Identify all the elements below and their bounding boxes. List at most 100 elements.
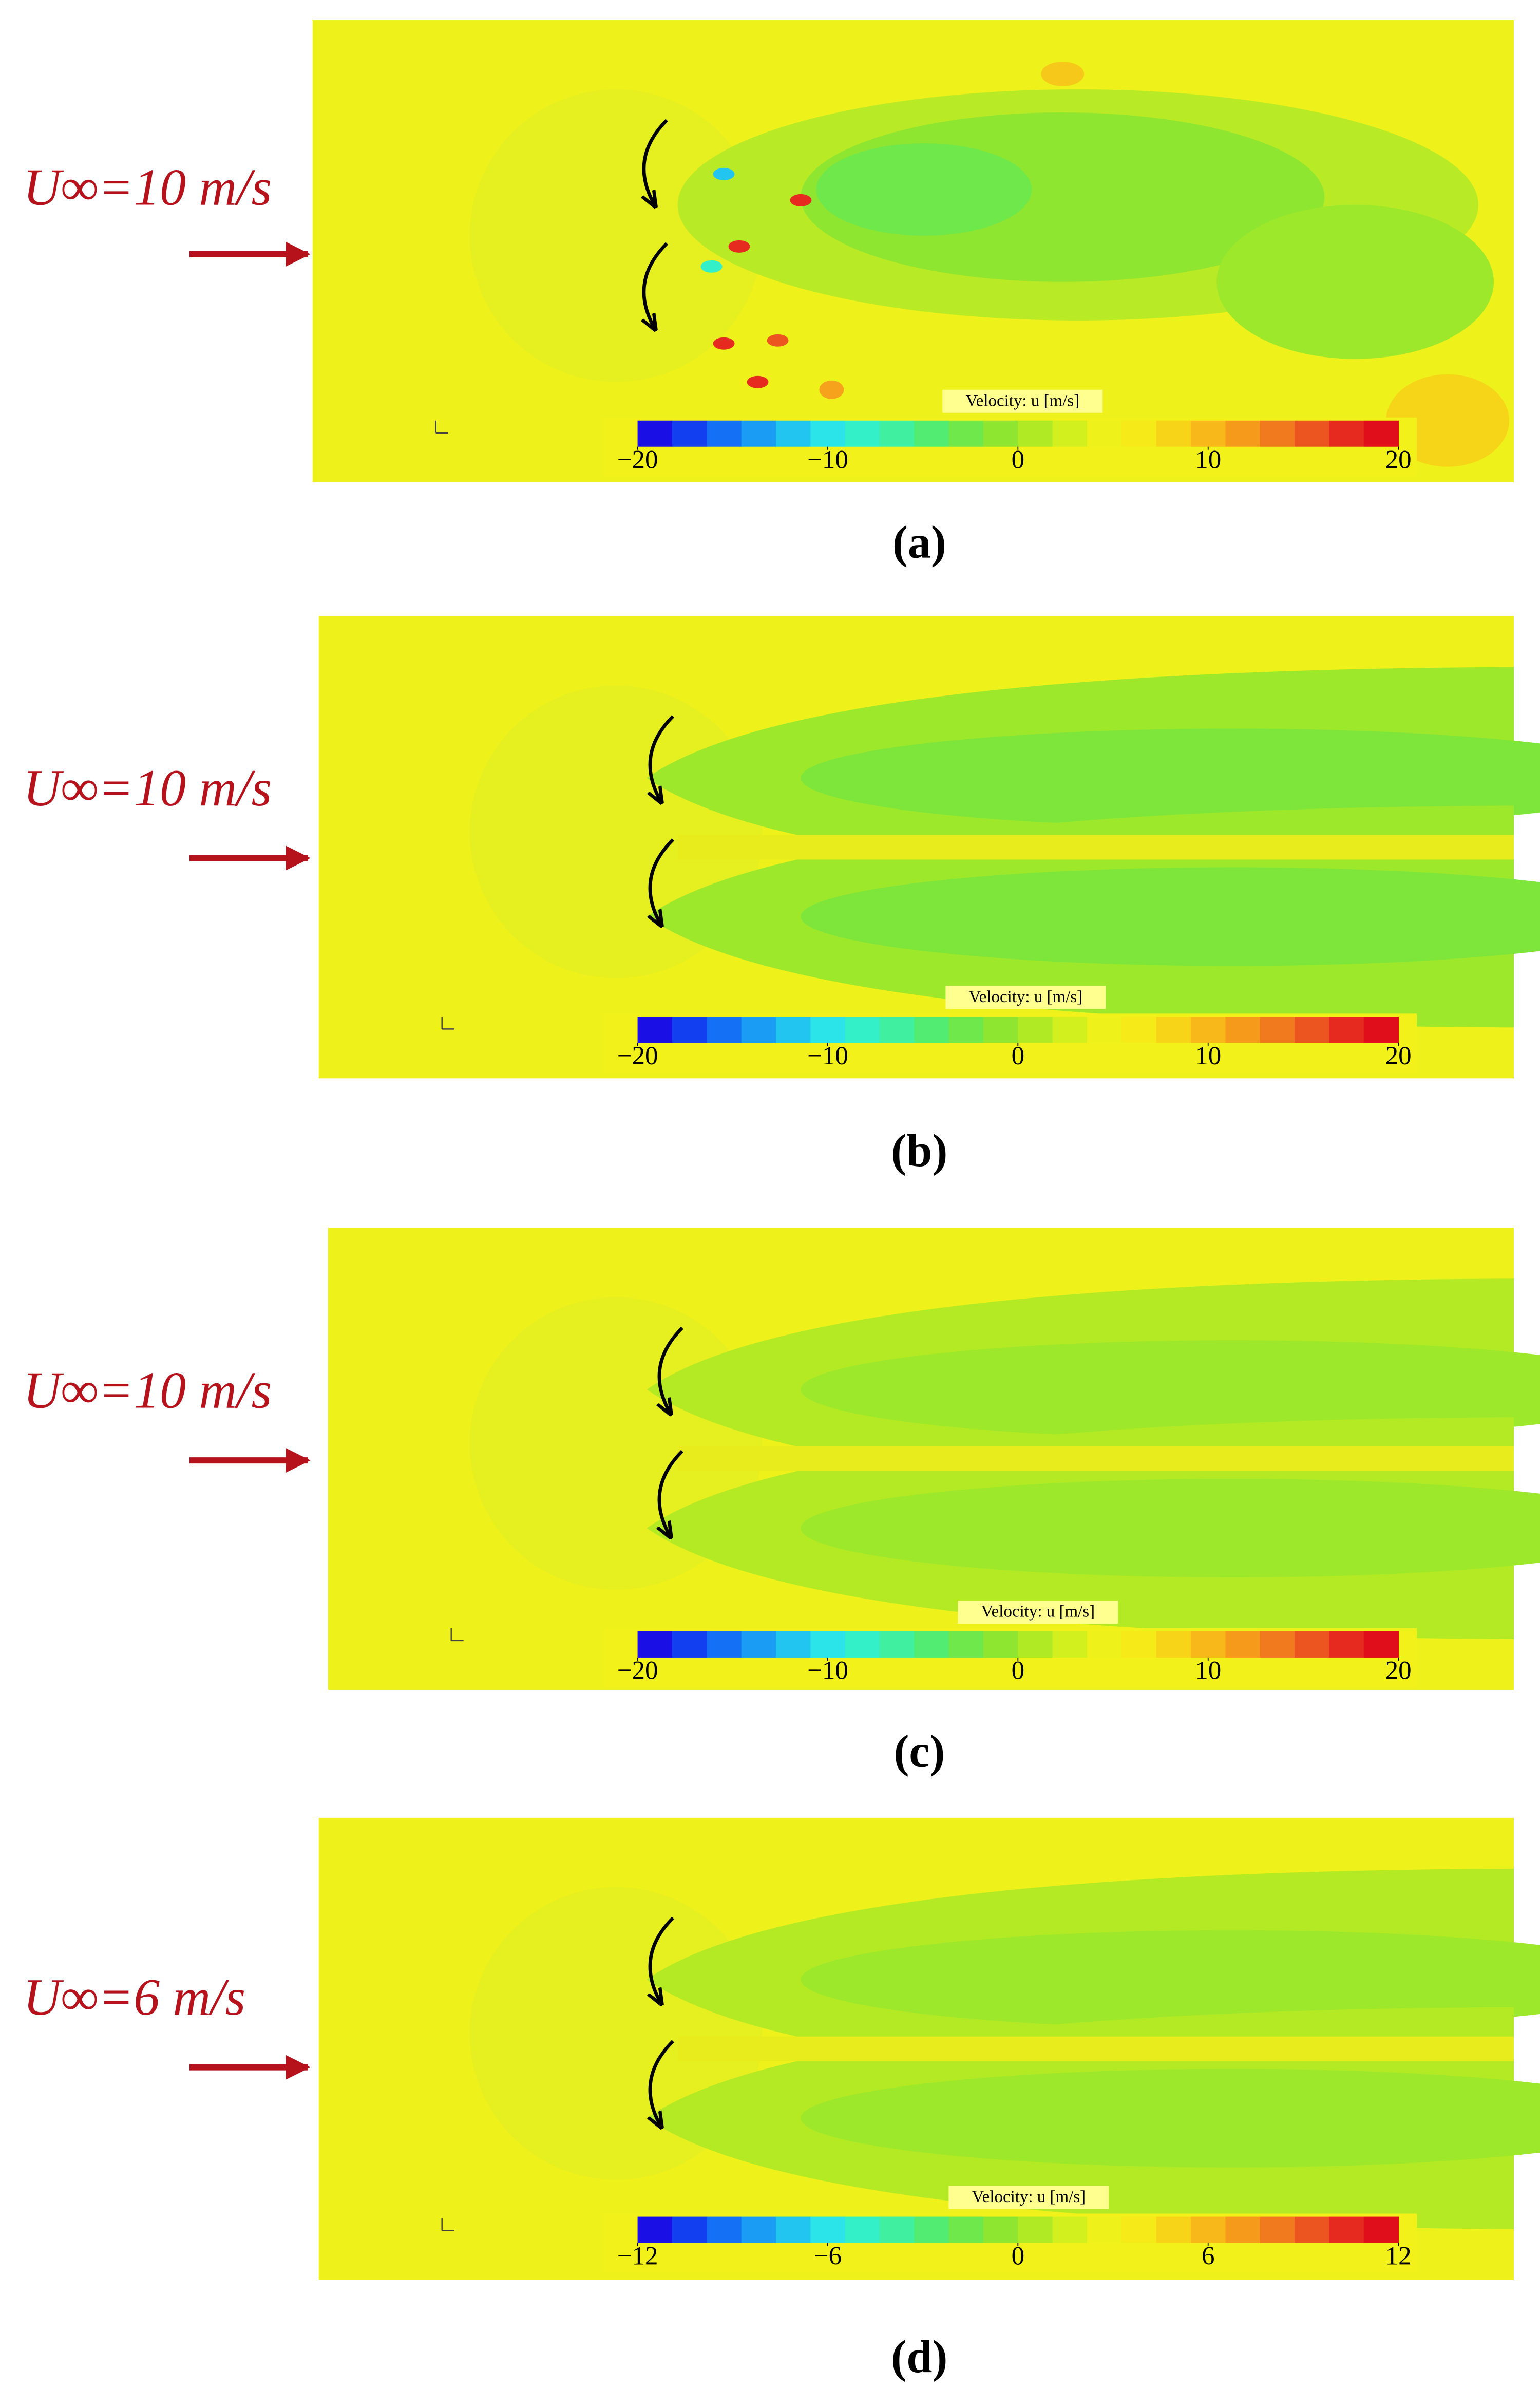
rotation-arrow bbox=[659, 1450, 683, 1536]
vortex bbox=[747, 375, 769, 388]
colorbar-swatch bbox=[1018, 1631, 1053, 1658]
colorbar-tick-label: 20 bbox=[1385, 445, 1412, 474]
colorbar-swatch bbox=[637, 420, 673, 447]
vortex bbox=[700, 260, 723, 273]
colorbar-swatch bbox=[948, 1017, 984, 1043]
colorbar-tick-label: −20 bbox=[617, 445, 658, 474]
colorbar-swatch bbox=[983, 1631, 1019, 1658]
colorbar-tick-label: 10 bbox=[1195, 445, 1221, 474]
colorbar-title: Velocity: u [m/s] bbox=[981, 1603, 1095, 1621]
wake-core bbox=[801, 867, 1540, 966]
colorbar-swatch bbox=[1087, 420, 1123, 447]
colorbar-swatch bbox=[914, 420, 949, 447]
rotation-arrow bbox=[644, 119, 668, 205]
colorbar-swatch bbox=[1121, 420, 1157, 447]
colorbar-tick-label: 20 bbox=[1385, 1657, 1412, 1685]
wake-region bbox=[816, 143, 1032, 236]
inflow-label: U∞=10 m/s bbox=[23, 759, 272, 817]
colorbar-swatch bbox=[1052, 1631, 1088, 1658]
panel-label: (b) bbox=[891, 1125, 947, 1176]
colorbar-swatch bbox=[775, 420, 811, 447]
colorbar-tick-label: 20 bbox=[1385, 1042, 1412, 1070]
colorbar-swatch bbox=[775, 1017, 811, 1043]
colorbar-swatch bbox=[741, 2216, 776, 2243]
colorbar-tick-label: 0 bbox=[1012, 1042, 1024, 1070]
colorbar-swatch bbox=[1260, 420, 1295, 447]
vortex bbox=[713, 167, 735, 180]
colorbar-swatch bbox=[879, 1017, 915, 1043]
rotation-arrow bbox=[650, 715, 674, 801]
colorbar-swatch bbox=[1121, 2216, 1157, 2243]
panel-label: (a) bbox=[892, 517, 946, 568]
colorbar-swatch bbox=[948, 420, 984, 447]
vortex bbox=[790, 194, 812, 206]
colorbar-swatch bbox=[637, 2216, 673, 2243]
colorbar-swatch bbox=[879, 2216, 915, 2243]
colorbar-swatch bbox=[879, 420, 915, 447]
colorbar-swatch bbox=[1191, 1631, 1226, 1658]
colorbar-tick-label: −10 bbox=[807, 445, 848, 474]
colorbar-swatch bbox=[1225, 2216, 1261, 2243]
colorbar-swatch bbox=[1156, 420, 1191, 447]
colorbar-swatch bbox=[1087, 1017, 1123, 1043]
colorbar-swatch bbox=[1052, 1017, 1088, 1043]
colorbar-swatch bbox=[845, 1017, 880, 1043]
colorbar-swatch bbox=[1329, 2216, 1364, 2243]
colorbar-swatch bbox=[914, 1017, 949, 1043]
colorbar-tick-label: 10 bbox=[1195, 1657, 1221, 1685]
panel bbox=[318, 1817, 1540, 2280]
colorbar-swatch bbox=[1295, 2216, 1330, 2243]
colorbar-swatch bbox=[1191, 1017, 1226, 1043]
wake-core bbox=[801, 728, 1540, 828]
colorbar-tick-label: 0 bbox=[1012, 2242, 1024, 2270]
colorbar-swatch bbox=[707, 1017, 742, 1043]
colorbar-swatch bbox=[845, 2216, 880, 2243]
rotation-arrow bbox=[659, 1326, 683, 1413]
colorbar-swatch bbox=[1260, 1017, 1295, 1043]
colorbar-swatch bbox=[707, 420, 742, 447]
colorbar-swatch bbox=[1121, 1631, 1157, 1658]
colorbar-swatch bbox=[1052, 2216, 1088, 2243]
colorbar-swatch bbox=[1052, 420, 1088, 447]
colorbar-swatch bbox=[810, 2216, 846, 2243]
colorbar-swatch bbox=[1191, 2216, 1226, 2243]
colorbar-swatch bbox=[810, 1631, 846, 1658]
colorbar-title-box bbox=[942, 389, 1103, 413]
colorbar-swatch bbox=[1329, 1631, 1364, 1658]
colorbar-swatch bbox=[1018, 2216, 1053, 2243]
wake-region bbox=[1216, 204, 1494, 359]
colorbar-swatch bbox=[810, 1017, 846, 1043]
colorbar-swatch bbox=[1295, 1631, 1330, 1658]
colorbar-swatch bbox=[775, 1631, 811, 1658]
colorbar-swatch bbox=[845, 420, 880, 447]
wake-region bbox=[819, 380, 844, 399]
colorbar-swatch bbox=[1363, 1017, 1399, 1043]
colorbar-swatch bbox=[914, 2216, 949, 2243]
panel-label: (d) bbox=[891, 2331, 947, 2382]
colorbar-tick-label: −6 bbox=[814, 2242, 842, 2270]
colorbar-tick-label: −10 bbox=[807, 1657, 848, 1685]
colorbar-swatch bbox=[637, 1017, 673, 1043]
panel bbox=[312, 20, 1514, 482]
colorbar-swatch bbox=[741, 1017, 776, 1043]
colorbar-title: Velocity: u [m/s] bbox=[966, 391, 1080, 410]
vortex bbox=[713, 337, 735, 350]
colorbar-swatch bbox=[1121, 1017, 1157, 1043]
colorbar-swatch bbox=[810, 420, 846, 447]
centre-gap bbox=[677, 1446, 1514, 1472]
colorbar-swatch bbox=[1225, 1631, 1261, 1658]
colorbar-tick-label: −20 bbox=[617, 1042, 658, 1070]
colorbar-swatch bbox=[1329, 1017, 1364, 1043]
colorbar-title-box bbox=[948, 2186, 1109, 2209]
colorbar-swatch bbox=[1225, 420, 1261, 447]
wake-core bbox=[801, 1340, 1540, 1439]
colorbar-swatch bbox=[1363, 1631, 1399, 1658]
inflow-label: U∞=10 m/s bbox=[23, 1362, 272, 1420]
axis-triad bbox=[441, 2218, 454, 2231]
colorbar-swatch bbox=[983, 420, 1019, 447]
colorbar-swatch bbox=[672, 1017, 708, 1043]
colorbar-swatch bbox=[1087, 2216, 1123, 2243]
colorbar-swatch bbox=[1156, 1017, 1191, 1043]
vortex bbox=[767, 334, 789, 347]
